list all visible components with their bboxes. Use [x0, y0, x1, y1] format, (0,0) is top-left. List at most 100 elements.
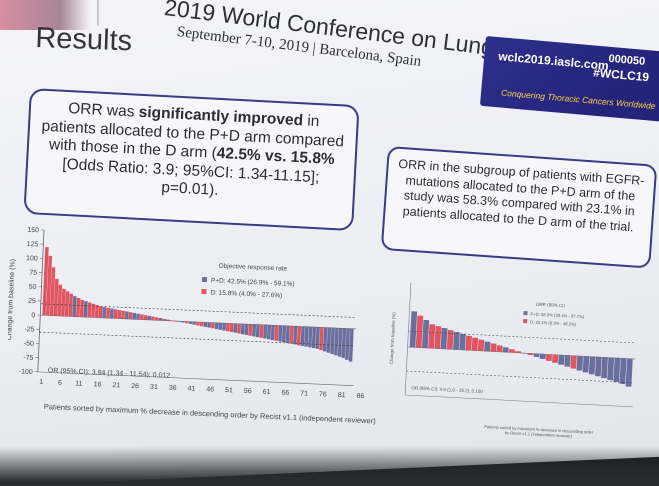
chart1-bar — [330, 327, 335, 355]
chart2-bar — [446, 329, 454, 350]
chart2-bar — [465, 335, 472, 351]
box2-text: ORR in the subgroup of patients with EGF… — [397, 156, 645, 234]
chart1-legend-swatch — [201, 288, 207, 295]
chart2-legend-swatch — [522, 319, 528, 324]
chart1-bar — [237, 323, 242, 334]
chart2-legend-label: D: 23.1% (0.3% - 46.2%) — [530, 319, 577, 326]
chart1-xtick-label: 71 — [300, 390, 308, 397]
chart2-bar — [613, 357, 621, 383]
chart2-bar — [421, 319, 430, 349]
logo-strip — [0, 0, 150, 30]
chart1-bar — [188, 321, 193, 325]
chart1-bar — [124, 311, 129, 319]
chart2-bar — [533, 353, 540, 358]
chart1-bar — [225, 323, 230, 332]
chart1-xtick-label: 51 — [225, 387, 233, 394]
chart1-xtick-label: 16 — [94, 381, 102, 388]
chart1-bar — [94, 305, 99, 318]
chart1-xtick-label: 21 — [112, 382, 120, 389]
chart1-bar — [289, 326, 294, 344]
chart1-bar — [266, 325, 272, 340]
chart1-bar — [46, 255, 53, 316]
chart1-xtick-label: 1 — [39, 379, 43, 386]
chart1-bar — [72, 296, 77, 317]
chart1-xtick-label: 76 — [319, 391, 327, 398]
chart1-bar — [293, 326, 298, 345]
chart2-bar — [453, 331, 460, 350]
chart1-bar — [337, 328, 343, 357]
chart1-xtick-label: 46 — [206, 386, 214, 393]
chart1-legend-label: P+D: 42.5% (26.9% - 59.1%) — [211, 277, 295, 288]
chart2-legend-swatch — [523, 311, 528, 316]
chart1-ref-line — [39, 331, 356, 347]
chart1-bar — [315, 327, 320, 349]
chart2-bar — [508, 349, 515, 353]
chart1-bar — [244, 324, 249, 335]
chart1-bar — [117, 309, 122, 319]
chart1-bar — [79, 299, 85, 317]
chart2-bar — [601, 357, 608, 379]
chart1-xtick-label: 66 — [281, 390, 289, 397]
chart1-ytick-label: 100 — [26, 255, 38, 263]
chart1-bar — [199, 322, 204, 327]
chart2-bar — [440, 327, 448, 350]
chart1-bar — [192, 321, 196, 325]
chart1-xtick-label: 6 — [58, 380, 62, 387]
chart1-xtick-label: 11 — [75, 381, 83, 388]
chart2-x-axis — [405, 394, 633, 408]
chart1-legend-title: Objective response rate — [218, 263, 287, 273]
chart1-bar — [83, 301, 88, 318]
chart2-legend-title: ORR (95% CI) — [536, 302, 566, 309]
chart1-xtick-label: 86 — [356, 393, 364, 400]
chart2-annotation: OR (95% CI): 4.6 (1.0 - 25.2); 0.100 — [411, 385, 483, 394]
chart2-bar — [625, 358, 633, 387]
chart1-bar — [334, 327, 339, 356]
waterfall-chart-egfr: Change from baseline (%) ORR (95% CI) P+D:… — [389, 283, 637, 408]
chart1-bar — [311, 327, 317, 349]
chart1-ref-line — [40, 303, 357, 318]
chart2-bar — [471, 337, 479, 351]
chart1-bar — [341, 328, 347, 358]
chart1-ytick-label: 50 — [29, 284, 37, 291]
chart1-ytick-label: 25 — [28, 298, 36, 305]
chart1-bar — [308, 326, 313, 348]
chart1-bar — [169, 320, 174, 321]
chart1-bar — [222, 323, 226, 331]
chart1-ytick-label: -75 — [23, 355, 34, 362]
chart1-bar — [177, 321, 181, 322]
chart1-bar — [304, 326, 309, 347]
chart1-bar — [136, 313, 140, 320]
chart1-bar — [113, 309, 118, 319]
chart2-legend-label: P+D: 58.3% (30.4% - 87.7%) — [530, 311, 585, 319]
chart1-bar — [207, 322, 211, 328]
chart2-bar — [434, 326, 442, 349]
banner-hashtag: #WCLC19 — [592, 65, 650, 85]
banner-counter: 000050 — [607, 52, 646, 68]
chart1-x-axis — [37, 371, 354, 386]
chart2-bar — [527, 353, 534, 356]
chart2-y-axis — [404, 283, 412, 395]
chart1-bar — [278, 325, 283, 342]
chart1-xtick-label: 26 — [131, 383, 139, 390]
chart1-bar — [151, 316, 155, 321]
chart1-bar — [154, 317, 159, 321]
chart1-bar — [203, 322, 208, 327]
chart1-ytick-label: -25 — [24, 326, 35, 333]
chart2-y-label: Change from baseline (%) — [389, 312, 397, 365]
chart2-bar — [502, 347, 509, 353]
chart1-legend-swatch — [201, 276, 208, 283]
chart1-ytick-label: 0 — [31, 312, 35, 319]
chart1-bar — [270, 325, 275, 341]
chart1-bar — [53, 278, 59, 316]
chart2-bar — [415, 315, 424, 348]
chart1-bar — [128, 312, 133, 320]
chart2-bar — [564, 355, 571, 367]
chart2-bar — [558, 354, 565, 365]
chart1-bar — [158, 318, 163, 321]
chart2-bar — [496, 345, 503, 352]
conference-banner: wclc2019.iaslc.com 000050 #WCLC19 Conque… — [479, 36, 659, 123]
chart1-bar — [64, 291, 70, 317]
chart2-bar — [607, 357, 615, 381]
chart1-bar — [300, 326, 305, 346]
chart1-bar — [61, 288, 66, 317]
